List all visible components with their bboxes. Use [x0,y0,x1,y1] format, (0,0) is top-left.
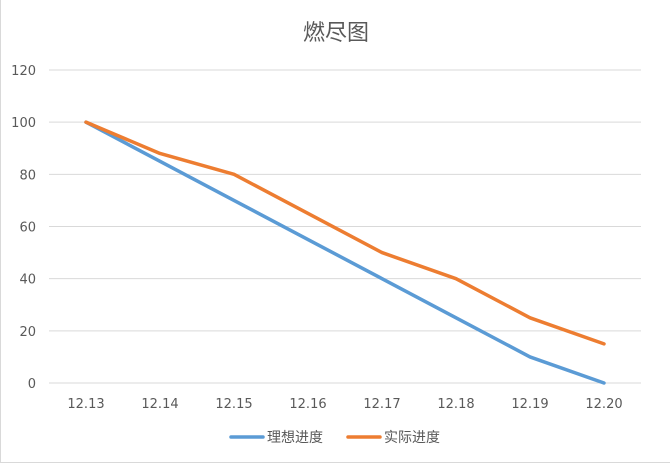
y-axis-labels: 0 20 40 60 80 100 120 [11,64,36,392]
legend-label-1: 实际进度 [384,430,440,446]
x-tick-label: 12.18 [437,397,474,412]
y-tick-label: 100 [11,116,36,131]
legend-label-0: 理想进度 [267,430,323,446]
y-tick-label: 40 [19,273,36,288]
x-tick-label: 12.15 [215,397,252,412]
x-tick-label: 12.19 [511,397,548,412]
gridlines [49,69,641,384]
x-tick-label: 12.13 [67,397,104,412]
series-line-0 [84,120,606,385]
x-tick-label: 12.16 [289,397,326,412]
y-tick-label: 0 [28,377,36,392]
legend: 理想进度 实际进度 [229,430,440,446]
x-tick-label: 12.17 [363,397,400,412]
y-tick-label: 20 [19,325,36,340]
x-tick-label: 12.20 [585,397,622,412]
y-tick-label: 80 [19,168,36,183]
x-axis-labels: 12.13 12.14 12.15 12.16 12.17 12.18 12.19 12.20 [67,397,622,412]
chart-title: 燃尽图 [303,21,369,46]
y-tick-label: 120 [11,64,36,79]
y-tick-label: 60 [19,221,36,236]
series-lines [84,120,606,385]
series-line-1 [84,120,606,346]
x-tick-label: 12.14 [141,397,178,412]
